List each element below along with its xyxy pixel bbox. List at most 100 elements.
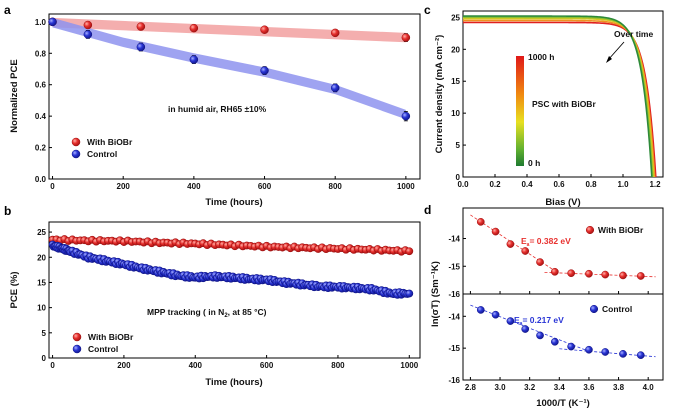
data-point — [536, 331, 544, 340]
data-point — [189, 23, 199, 33]
x-tick-label: 800 — [329, 182, 343, 191]
panel-c-annotation: Over time — [614, 29, 653, 39]
data-point — [585, 345, 593, 354]
legend-label-with-biobr: With BiOBr — [88, 332, 134, 342]
x-tick-label: 0.4 — [521, 180, 533, 189]
panel-a-ylabel: Normalized PCE — [9, 59, 20, 132]
y-tick-label: 5 — [42, 329, 47, 338]
panel-d-ylabel: ln(σT) (Sm⁻¹K) — [430, 261, 441, 327]
x-tick-label: 1.2 — [649, 180, 661, 189]
data-point — [136, 42, 146, 52]
panel-a-legend: With BiOBr Control — [71, 137, 133, 159]
jv-curve — [463, 19, 656, 178]
y-tick-label: -14 — [448, 235, 460, 244]
y-tick-label: 20 — [37, 253, 46, 262]
y-tick-label: -16 — [448, 376, 460, 385]
data-point — [601, 348, 610, 356]
legend-label-control: Control — [87, 149, 117, 159]
data-point — [405, 247, 414, 256]
x-tick-label: 400 — [187, 182, 201, 191]
y-tick-label: 0.4 — [35, 112, 47, 121]
data-point — [521, 325, 530, 333]
jv-curve — [463, 17, 655, 178]
data-point — [48, 17, 57, 27]
data-point — [330, 28, 340, 38]
data-point — [136, 22, 146, 31]
data-point — [619, 350, 627, 358]
data-point — [476, 218, 485, 226]
x-tick-label: 0.2 — [489, 180, 501, 189]
panel-d-ticks: -16 -15 -14 2.8 3.0 3.2 3.4 3.6 3.8 4.0 -16 -15 -14 — [448, 235, 654, 392]
over-time-arrow — [607, 41, 625, 61]
jv-curve — [463, 21, 657, 178]
legend-marker-control — [71, 149, 81, 159]
x-tick-label: 4.0 — [643, 383, 655, 392]
x-tick-label: 3.6 — [583, 383, 595, 392]
x-tick-label: 0 — [50, 361, 55, 370]
y-tick-label: -14 — [448, 312, 460, 321]
panel-c-ticks: 0.0 0.2 0.4 0.6 0.8 1.0 1.2 0 5 10 15 20 25 — [451, 13, 661, 189]
panel-b-points — [48, 235, 414, 299]
y-tick-label: -15 — [448, 344, 460, 353]
panel-c-xlabel: Bias (V) — [545, 197, 580, 208]
panel-label-d: d — [424, 203, 431, 217]
legend-label-control: Control — [602, 304, 632, 314]
panel-b-frame — [48, 221, 421, 359]
x-tick-label: 0.8 — [585, 180, 597, 189]
panel-label-b: b — [4, 204, 11, 218]
panel-a-points — [48, 17, 411, 122]
legend-marker-with-biobr — [585, 225, 595, 235]
data-point — [330, 83, 340, 93]
legend-marker-control — [72, 344, 82, 354]
y-tick-label: 15 — [451, 77, 460, 86]
data-point — [506, 240, 515, 248]
x-tick-label: 3.4 — [554, 383, 566, 392]
data-point — [491, 227, 500, 236]
panel-a-ticks: 0 200 400 600 800 1000 0.0 0.2 0.4 0.6 0.8 1.0 — [35, 18, 415, 191]
data-point — [401, 111, 411, 121]
panel-c-ylabel: Current density (mA cm⁻²) — [434, 35, 445, 154]
data-point — [189, 55, 199, 64]
x-tick-label: 1000 — [397, 182, 415, 191]
jv-curve — [463, 15, 653, 178]
data-point — [83, 20, 93, 30]
x-tick-label: 400 — [189, 361, 203, 370]
data-point — [83, 30, 93, 39]
y-tick-label: 0 — [42, 354, 47, 363]
y-tick-label: 20 — [451, 45, 460, 54]
y-tick-label: 0.6 — [35, 81, 47, 90]
data-point — [567, 342, 575, 351]
data-point — [401, 33, 411, 42]
x-tick-label: 1000 — [400, 361, 418, 370]
y-tick-label: 0.8 — [35, 49, 47, 58]
data-point — [491, 310, 500, 319]
x-tick-label: 0 — [50, 182, 55, 191]
data-point — [636, 272, 645, 280]
data-point — [260, 66, 269, 75]
panel-b-xlabel: Time (hours) — [205, 377, 262, 388]
colorbar-title: PSC with BiOBr — [532, 99, 596, 109]
data-point — [536, 258, 544, 266]
colorbar-bottom-label: 0 h — [528, 158, 540, 168]
jv-curve — [463, 16, 654, 178]
data-point — [476, 306, 485, 314]
data-point — [567, 269, 575, 278]
y-tick-label: -15 — [448, 262, 460, 271]
legend-marker-with-biobr — [71, 137, 81, 147]
panel-d-points — [476, 218, 645, 360]
data-point — [521, 247, 530, 255]
colorbar-top-label: 1000 h — [528, 52, 554, 62]
x-tick-label: 0.0 — [457, 180, 469, 189]
panel-c-curves — [463, 15, 657, 178]
over-time-arrowhead — [606, 56, 612, 63]
data-point — [551, 267, 559, 276]
legend-label-with-biobr: With BiOBr — [598, 225, 644, 235]
y-tick-label: 10 — [451, 109, 460, 118]
x-tick-label: 0.6 — [553, 180, 565, 189]
panel-b-annotation: MPP tracking ( in N2, at 85 °C) — [147, 307, 267, 319]
ea-label-with-biobr: Ea= 0.382 eV — [521, 236, 571, 248]
panel-label-a: a — [4, 3, 11, 17]
x-tick-label: 200 — [117, 361, 131, 370]
panel-d: -16-15-142.8 3.0 3.2 3.4 3.6 3.8 4.0-16-15-14 … — [430, 207, 664, 409]
